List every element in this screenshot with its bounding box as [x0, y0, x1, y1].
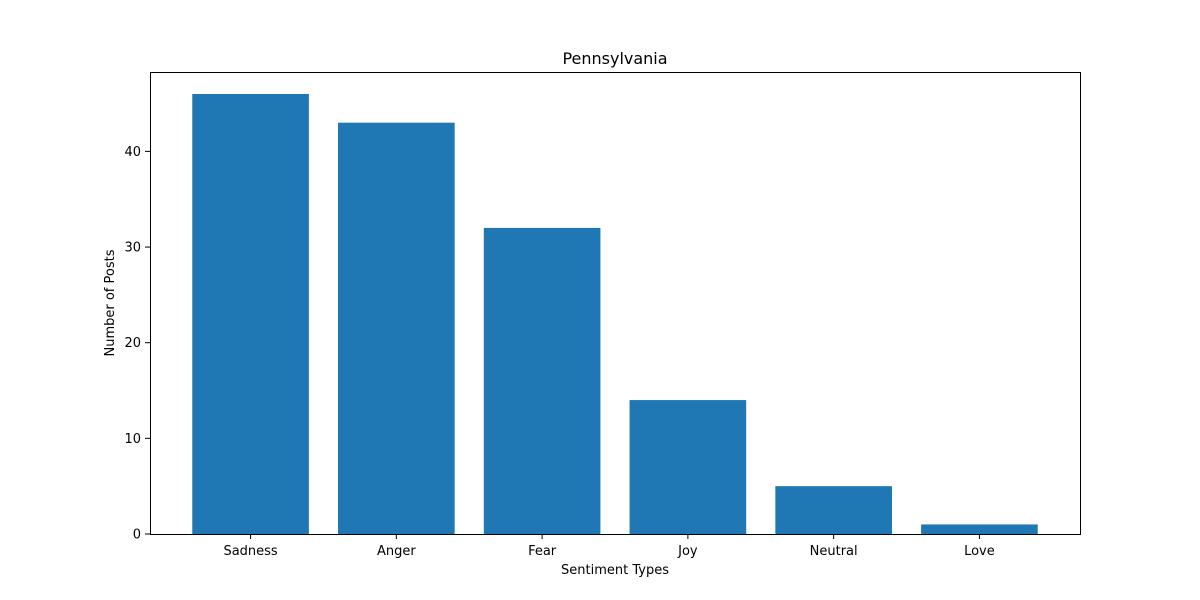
x-tick-label-joy: Joy	[677, 544, 698, 559]
bar-fear	[483, 227, 601, 535]
x-tick-label-anger: Anger	[377, 544, 416, 559]
y-tick-label-10: 10	[124, 432, 141, 447]
y-tick-label-40: 40	[124, 145, 141, 160]
x-axis-ticks: Sadness Anger Fear Joy Neutral Love	[223, 534, 995, 559]
y-tick-label-20: 20	[124, 336, 141, 351]
y-tick-label-30: 30	[124, 241, 141, 256]
bars-layer	[192, 94, 1038, 535]
x-tick-label-neutral: Neutral	[810, 544, 858, 559]
y-tick-label-0: 0	[133, 528, 141, 543]
plot-frame	[150, 72, 1081, 535]
x-tick-label-sadness: Sadness	[223, 544, 277, 559]
bar-joy	[629, 400, 747, 534]
chart-title: Pennsylvania	[562, 49, 667, 68]
y-axis-ticks: 0 10 20 30 40	[124, 145, 150, 543]
x-tick-label-fear: Fear	[528, 544, 557, 559]
bar-anger	[338, 122, 455, 535]
x-tick-label-love: Love	[964, 544, 995, 559]
y-axis-title: Number of Posts	[103, 249, 118, 356]
bar-sadness	[192, 94, 309, 534]
bar-neutral	[775, 486, 892, 534]
x-axis-title: Sentiment Types	[561, 563, 669, 578]
bar-love	[921, 524, 1038, 534]
